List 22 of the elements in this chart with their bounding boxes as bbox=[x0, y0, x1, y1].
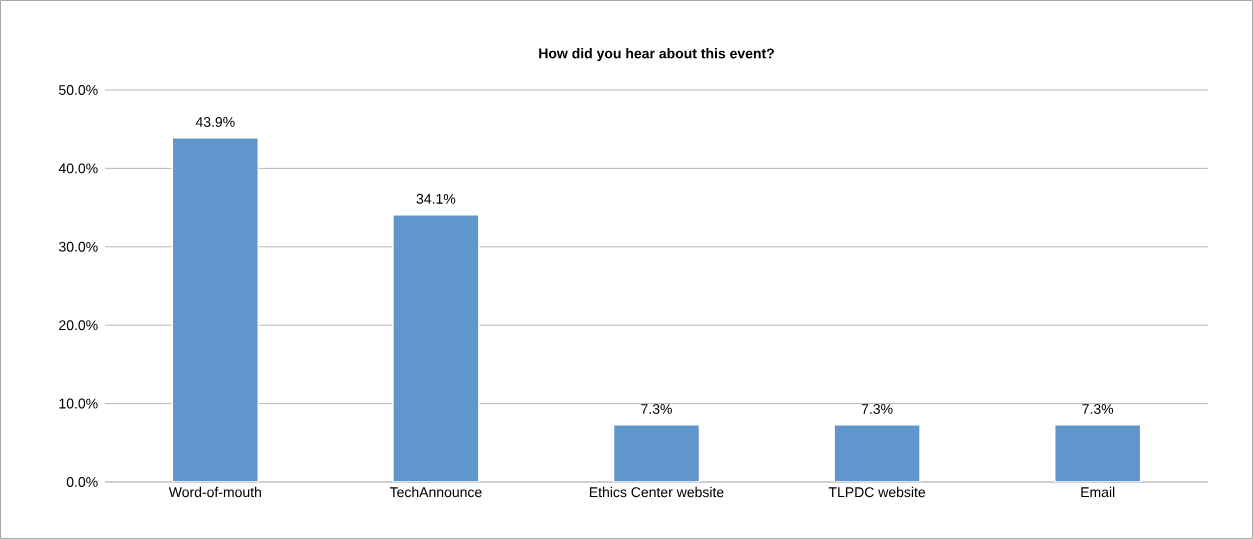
data-label: 7.3% bbox=[1082, 403, 1114, 414]
x-tick-label: Email bbox=[1081, 486, 1115, 498]
data-label: 34.1% bbox=[416, 193, 456, 204]
y-tick-label: 10.0% bbox=[59, 398, 98, 409]
bar bbox=[392, 213, 480, 482]
data-label: 7.3% bbox=[861, 403, 893, 414]
y-tick-label: 50.0% bbox=[59, 85, 98, 95]
bar bbox=[612, 424, 701, 482]
y-tick-label: 0.0% bbox=[66, 477, 98, 487]
bar bbox=[171, 137, 260, 482]
chart-title: How did you hear about this event? bbox=[539, 48, 774, 62]
data-label: 43.9% bbox=[195, 117, 235, 127]
y-tick-label: 40.0% bbox=[58, 163, 98, 174]
bar bbox=[833, 424, 921, 482]
data-label: 7.3% bbox=[641, 403, 672, 414]
bar bbox=[1053, 424, 1142, 482]
x-tick-label: Word-of-mouth bbox=[168, 486, 261, 498]
x-tick-label: Ethics Center website bbox=[589, 486, 724, 498]
y-tick-label: 30.0% bbox=[58, 241, 98, 252]
x-tick-label: TLPDC website bbox=[828, 486, 926, 498]
y-tick-label: 20.0% bbox=[59, 320, 98, 331]
x-tick-label: TechAnnounce bbox=[389, 486, 482, 498]
